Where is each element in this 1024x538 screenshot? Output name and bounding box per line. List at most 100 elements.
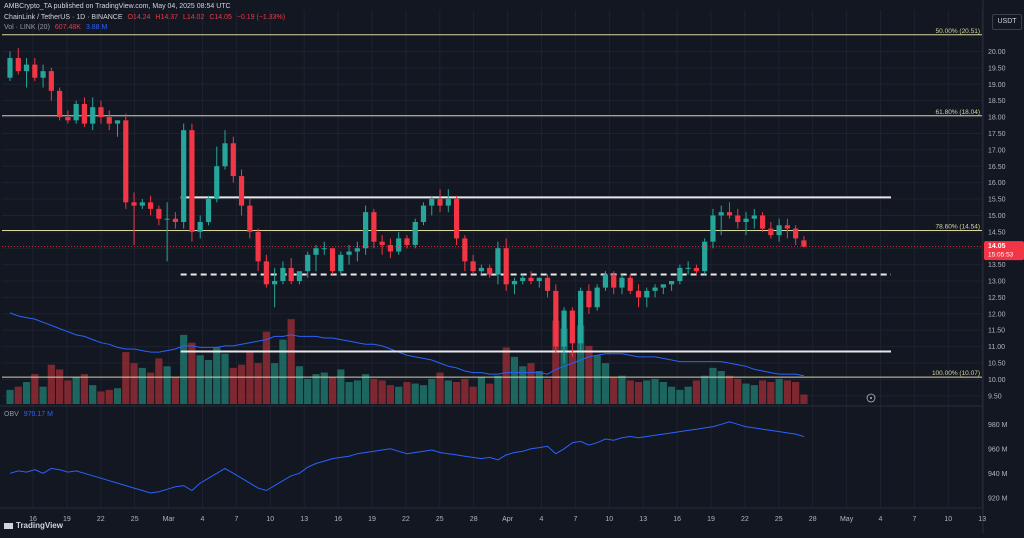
volume-bar [684, 386, 692, 404]
time-tick-label: 22 [97, 516, 105, 523]
candle-body [288, 267, 294, 282]
candle [305, 251, 311, 278]
candle [321, 241, 327, 255]
candle-body [139, 202, 145, 206]
candle [346, 244, 352, 265]
candle-body [520, 277, 526, 282]
candle-body [619, 277, 625, 288]
price-tick-label: 19.00 [988, 82, 1006, 89]
candle [57, 87, 63, 121]
volume-bar [155, 358, 163, 404]
symbol-text: ChainLink / TetherUS · 1D · BINANCE [4, 14, 123, 21]
volume-bar [353, 380, 361, 404]
price-tick-label: 17.00 [988, 147, 1006, 154]
candle-body [420, 205, 427, 222]
candle-body [611, 274, 617, 288]
volume-line: Vol · LINK (20) 607.48K 3.88 M [4, 23, 110, 32]
countdown-value: 15:05:53 [988, 252, 1014, 259]
time-tick-label: 22 [402, 516, 410, 523]
candle-body [197, 222, 203, 232]
volume-bar [362, 374, 370, 404]
candle-body [65, 117, 71, 121]
volume-bar [742, 383, 750, 404]
candle-body [255, 231, 261, 262]
candle-body [156, 208, 162, 219]
tradingview-logo-icon [4, 522, 13, 529]
volume-bar [105, 389, 113, 404]
candle-body [321, 248, 327, 250]
volume-bar [717, 371, 725, 404]
open-value: O14.24 [127, 14, 151, 21]
volume-bar [180, 334, 188, 404]
price-tick-label: 11.50 [988, 328, 1005, 335]
time-tick-label: 19 [368, 516, 376, 523]
volume-bar [502, 347, 510, 404]
candle-body [387, 244, 394, 252]
change-value: −0.19 (−1.33%) [236, 14, 286, 21]
volume-ma-line [9, 312, 804, 377]
candle-body [470, 261, 476, 272]
high-value: H14.37 [155, 14, 178, 21]
volume-bar [80, 374, 89, 404]
candle [81, 97, 88, 127]
candle [106, 110, 112, 131]
candle-body [296, 271, 303, 282]
obv-line [9, 421, 805, 494]
candle [363, 205, 369, 255]
volume-bar [486, 383, 494, 404]
candle [371, 208, 377, 249]
volume-bar [229, 367, 237, 404]
candle-body [660, 284, 666, 288]
volume-bar [552, 320, 560, 404]
candle [354, 241, 360, 262]
candle-body [437, 199, 443, 206]
candle [735, 208, 741, 229]
candle [247, 199, 253, 239]
price-tick-label: 13.50 [988, 262, 1006, 269]
candle [503, 238, 509, 291]
candle-body [164, 218, 170, 220]
price-tick-label: 18.00 [988, 115, 1006, 122]
volume-bar [527, 363, 535, 404]
candle [288, 258, 294, 285]
volume-bar [279, 339, 287, 404]
candle-body [371, 212, 377, 242]
candle-body [106, 117, 112, 124]
volume-bar [618, 375, 626, 404]
volume-bar [6, 389, 14, 404]
candle-body [776, 225, 782, 236]
candle-body [205, 199, 212, 222]
time-tick-label: 4 [879, 516, 883, 523]
obv-tick-label: 960 M [988, 446, 1008, 453]
scroll-to-end-icon-dot [870, 397, 872, 399]
volume-bar [304, 378, 312, 404]
time-tick-label: 28 [470, 516, 478, 523]
candle [511, 277, 518, 295]
tradingview-logo: TradingView [4, 521, 63, 530]
candle [768, 222, 774, 239]
candle [73, 100, 79, 124]
candle-body [172, 218, 178, 222]
candle-body [181, 130, 187, 222]
candle [611, 271, 617, 295]
candle-body [677, 267, 683, 282]
candle-body [635, 290, 642, 298]
candle [644, 287, 650, 308]
candle [205, 195, 212, 226]
volume-bar [419, 385, 428, 404]
time-tick-label: 25 [436, 516, 444, 523]
currency-badge[interactable]: USDT [992, 14, 1022, 30]
candle-body [114, 120, 121, 124]
candle [280, 261, 286, 285]
candle-body [453, 199, 460, 239]
time-tick-label: 19 [707, 516, 715, 523]
candle-body [544, 277, 551, 291]
volume-ma-value: 3.88 M [85, 24, 108, 31]
obv-legend: OBV 970.17 M [4, 410, 56, 419]
candle-body [644, 290, 650, 298]
time-tick-label: 19 [63, 516, 71, 523]
volume-bar [328, 377, 337, 404]
